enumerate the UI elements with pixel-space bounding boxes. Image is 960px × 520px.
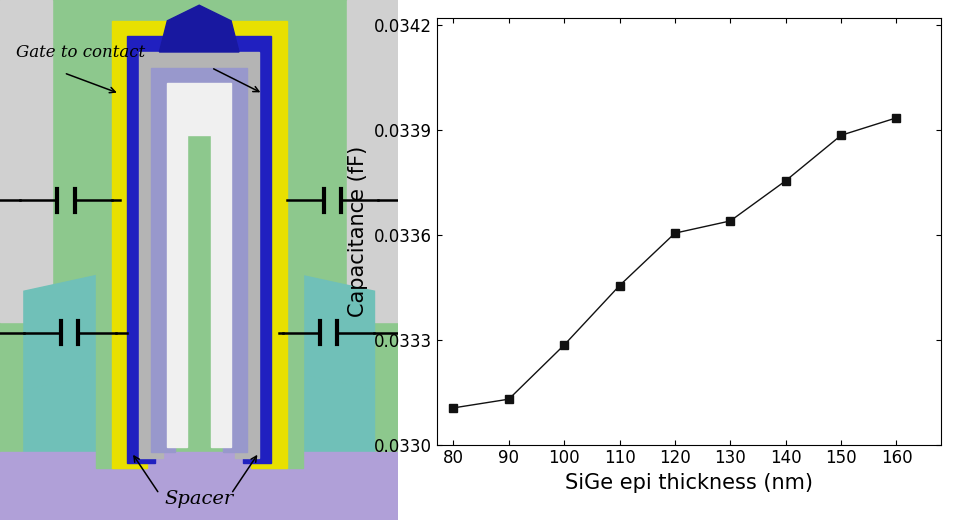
X-axis label: SiGe epi thickness (nm): SiGe epi thickness (nm) bbox=[564, 473, 813, 493]
Polygon shape bbox=[24, 270, 119, 390]
Polygon shape bbox=[128, 36, 271, 463]
Polygon shape bbox=[139, 52, 259, 458]
Polygon shape bbox=[167, 83, 231, 447]
Polygon shape bbox=[96, 21, 302, 468]
Y-axis label: Capacitance (fF): Capacitance (fF) bbox=[348, 146, 369, 317]
Bar bbox=[0, 0, 52, 322]
Polygon shape bbox=[24, 369, 119, 520]
Polygon shape bbox=[152, 68, 247, 452]
Bar bbox=[0, 452, 398, 520]
Text: Spacer: Spacer bbox=[164, 490, 234, 509]
Polygon shape bbox=[278, 369, 374, 520]
Polygon shape bbox=[111, 21, 287, 468]
Text: Gate to contact: Gate to contact bbox=[16, 44, 145, 61]
Polygon shape bbox=[278, 270, 374, 390]
Bar bbox=[347, 0, 398, 322]
Polygon shape bbox=[119, 468, 278, 520]
Polygon shape bbox=[159, 5, 239, 52]
